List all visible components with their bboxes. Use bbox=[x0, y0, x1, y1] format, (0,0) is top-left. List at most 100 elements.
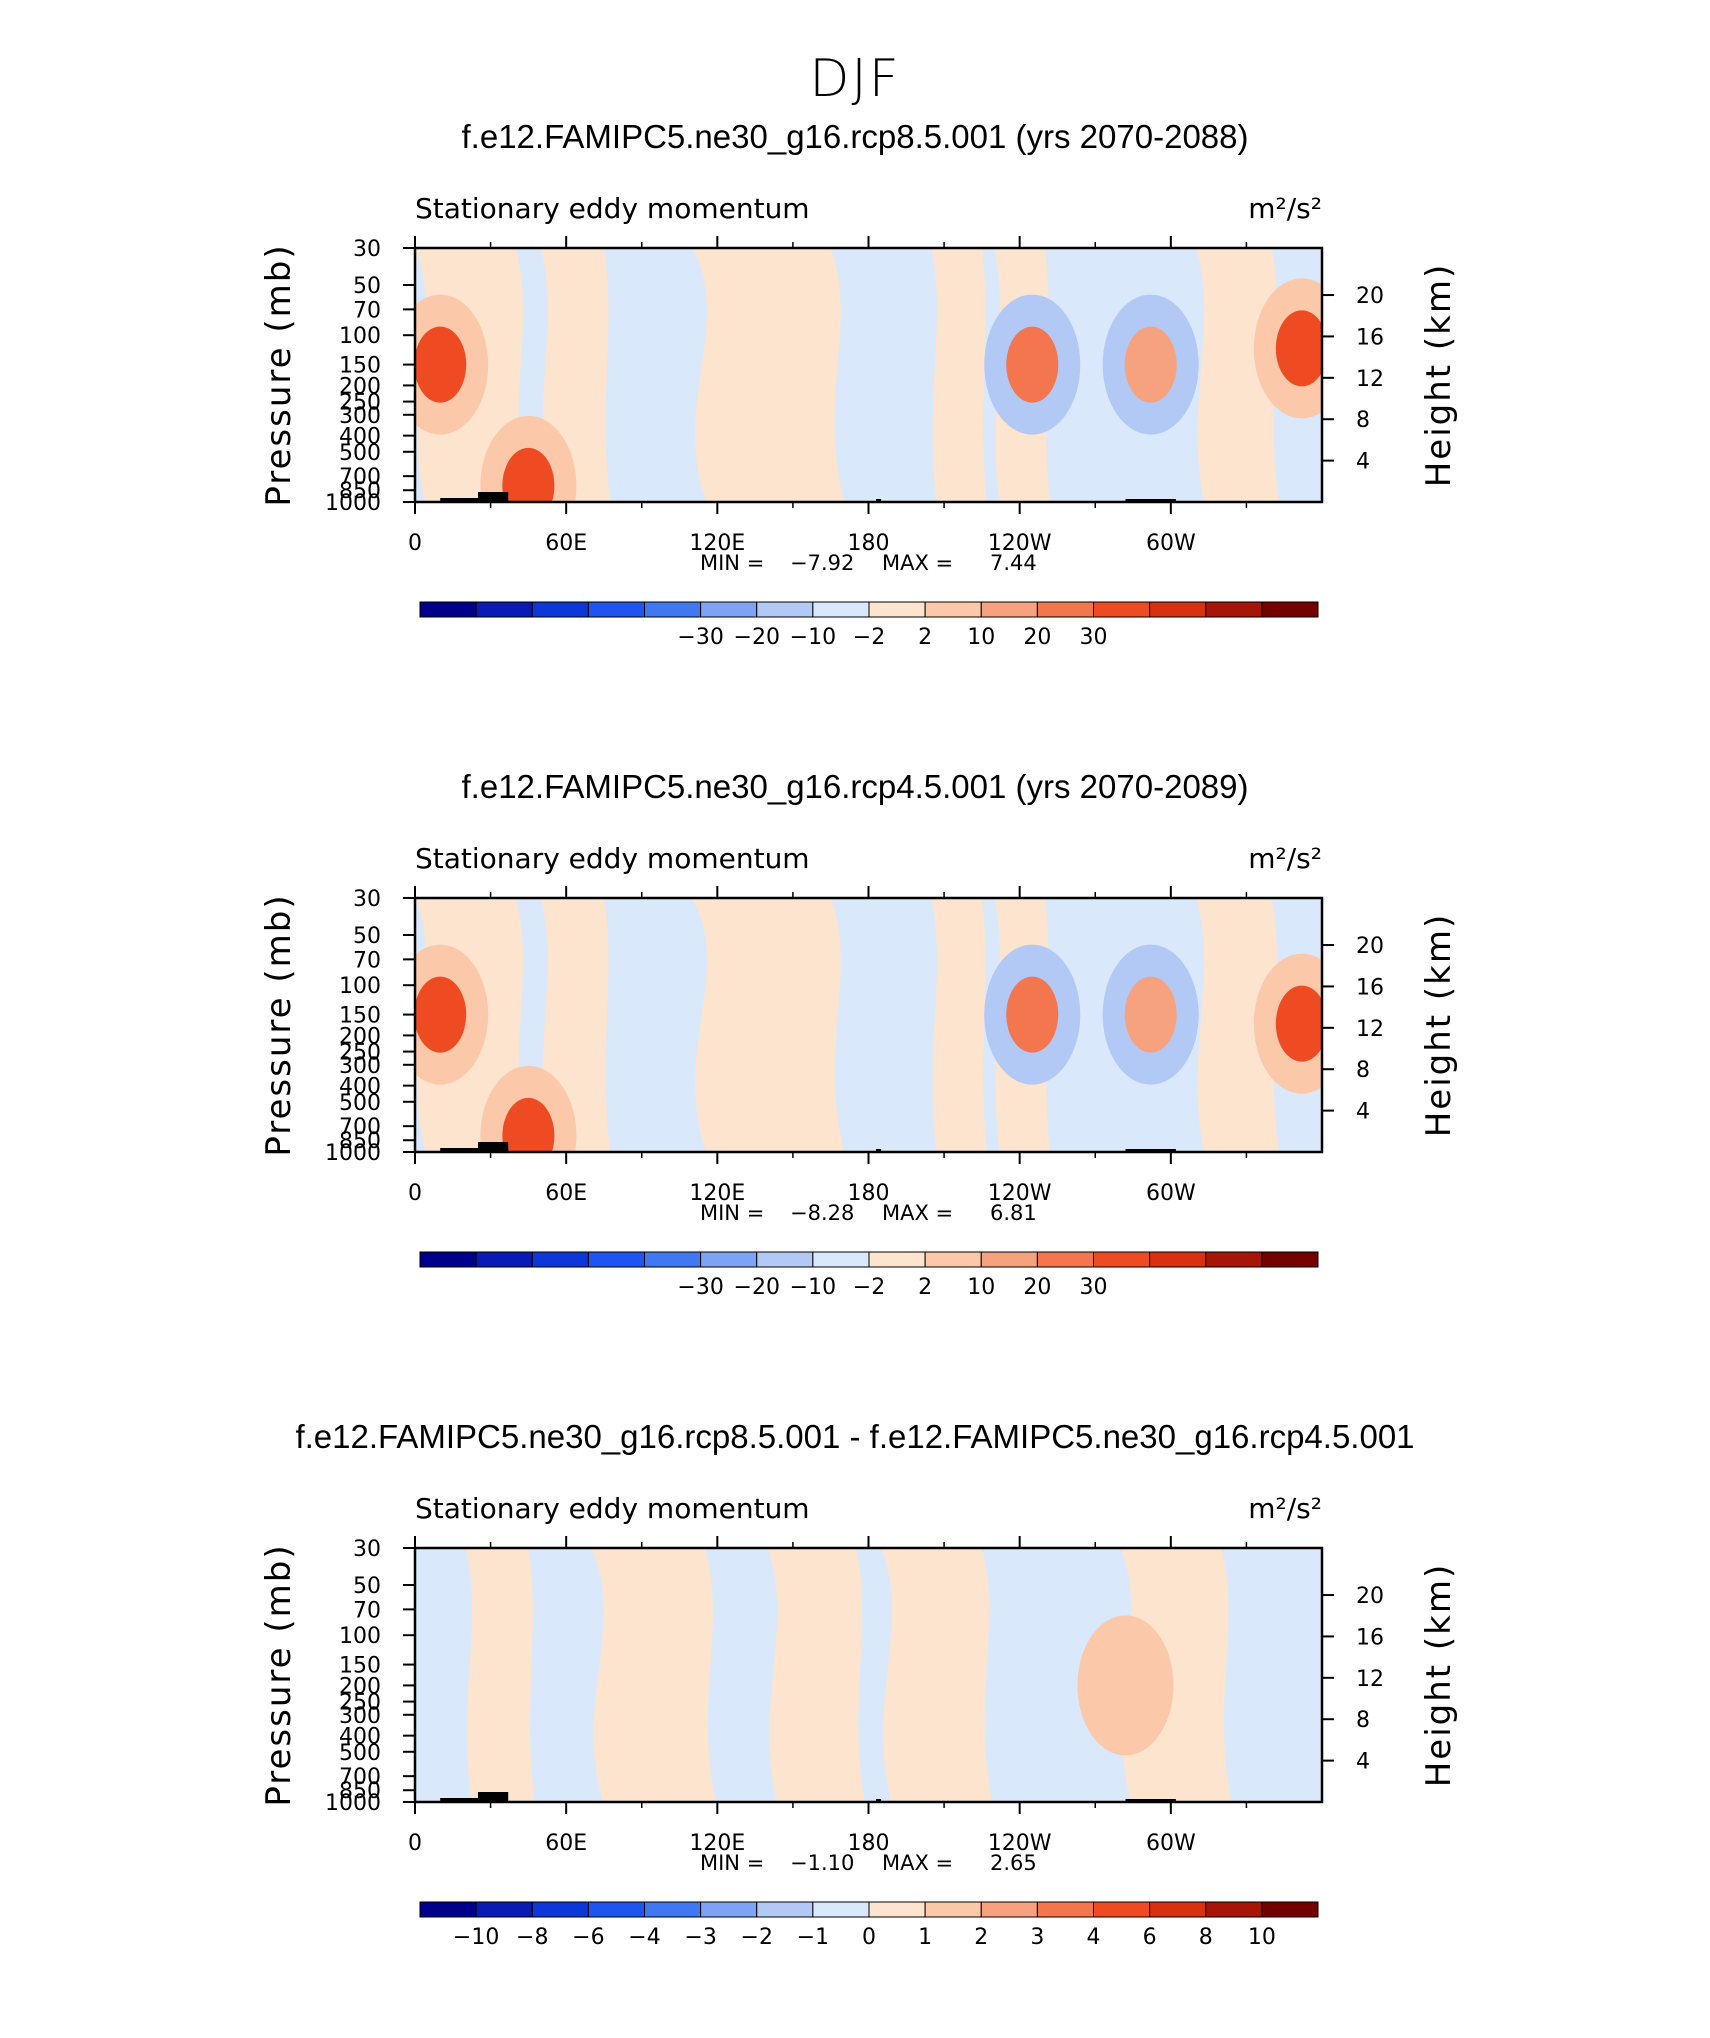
colorbar-box bbox=[644, 1251, 702, 1268]
colorbar-box bbox=[1205, 1901, 1263, 1918]
colorbar-label: 6 bbox=[1143, 1925, 1157, 1950]
contour-band bbox=[1196, 248, 1280, 502]
y-tick-label: 150 bbox=[339, 1654, 381, 1679]
colorbar-label: −2 bbox=[853, 625, 885, 650]
topography bbox=[1125, 499, 1176, 502]
colorbar-box bbox=[1036, 601, 1094, 618]
contour-feature-core bbox=[502, 447, 555, 502]
contour-band bbox=[881, 1548, 992, 1802]
colorbar-box bbox=[1261, 1251, 1319, 1268]
colorbar-box bbox=[1149, 1251, 1207, 1268]
min-label: MIN = bbox=[700, 1851, 764, 1875]
colorbar-label: 10 bbox=[1248, 1925, 1276, 1950]
colorbar-box bbox=[419, 601, 477, 618]
y-tick-label: 500 bbox=[339, 1741, 381, 1766]
y2-tick-label: 12 bbox=[1356, 1017, 1384, 1042]
contour-band bbox=[692, 248, 845, 502]
y-tick-label: 250 bbox=[339, 1041, 381, 1066]
contour-feature-core bbox=[1275, 985, 1322, 1062]
contour-feature-core bbox=[1275, 310, 1322, 387]
y-tick-label: 50 bbox=[353, 1574, 381, 1599]
topography bbox=[477, 1142, 509, 1152]
colorbar-box bbox=[868, 1901, 926, 1918]
y-tick-label: 30 bbox=[353, 1537, 381, 1562]
y-tick-label: 700 bbox=[339, 1765, 381, 1790]
y-tick-label: 100 bbox=[339, 324, 381, 349]
y-tick-label: 700 bbox=[339, 465, 381, 490]
contour-band bbox=[465, 1548, 535, 1802]
y-tick-label: 250 bbox=[339, 391, 381, 416]
colorbar-box bbox=[1149, 1901, 1207, 1918]
contour-band bbox=[692, 898, 845, 1152]
y-axis-title: Pressure (mb) bbox=[259, 1543, 299, 1806]
y2-tick-label: 12 bbox=[1356, 1667, 1384, 1692]
contour-feature-core bbox=[415, 326, 467, 403]
min-value: −7.92 bbox=[790, 551, 854, 575]
min-value: −8.28 bbox=[790, 1201, 854, 1225]
colorbar-box bbox=[924, 601, 982, 618]
colorbar-box bbox=[1036, 1251, 1094, 1268]
x-tick-label: 180 bbox=[848, 1831, 890, 1856]
y2-tick-label: 16 bbox=[1356, 325, 1384, 350]
chart-panel-1: f.e12.FAMIPC5.ne30_g16.rcp8.5.001 (yrs 2… bbox=[259, 118, 1459, 650]
colorbar-box bbox=[531, 1901, 589, 1918]
y2-tick-label: 4 bbox=[1356, 1100, 1370, 1125]
y-tick-label: 500 bbox=[339, 1091, 381, 1116]
colorbar-box bbox=[868, 601, 926, 618]
y-tick-label: 100 bbox=[339, 974, 381, 999]
colorbar-box bbox=[1093, 601, 1151, 618]
y-tick-label: 200 bbox=[339, 1024, 381, 1049]
colorbar-label: −6 bbox=[572, 1925, 604, 1950]
y-tick-label: 250 bbox=[339, 1691, 381, 1716]
colorbar-box bbox=[644, 1901, 702, 1918]
y-axis-title: Pressure (mb) bbox=[259, 893, 299, 1156]
panel-title: f.e12.FAMIPC5.ne30_g16.rcp8.5.001 (yrs 2… bbox=[462, 118, 1249, 155]
left-label: Stationary eddy momentum bbox=[415, 842, 810, 875]
y-tick-label: 70 bbox=[353, 298, 381, 323]
x-tick-label: 60E bbox=[545, 1181, 587, 1206]
x-tick-label: 60W bbox=[1146, 531, 1196, 556]
max-label: MAX = bbox=[882, 1851, 953, 1875]
x-tick-label: 120E bbox=[689, 531, 745, 556]
x-tick-label: 120W bbox=[988, 1831, 1052, 1856]
topography bbox=[876, 499, 882, 502]
y2-axis-title: Height (km) bbox=[1419, 263, 1459, 488]
contour-band bbox=[591, 1548, 717, 1802]
y-tick-label: 400 bbox=[339, 1725, 381, 1750]
contour-feature-core bbox=[1006, 326, 1059, 403]
colorbar-box bbox=[531, 601, 589, 618]
colorbar-label: 8 bbox=[1199, 1925, 1213, 1950]
colorbar-label: 1 bbox=[918, 1925, 932, 1950]
y-tick-label: 300 bbox=[339, 1054, 381, 1079]
x-tick-label: 180 bbox=[848, 531, 890, 556]
y2-axis-title: Height (km) bbox=[1419, 1563, 1459, 1788]
y2-tick-label: 20 bbox=[1356, 284, 1384, 309]
y2-tick-label: 4 bbox=[1356, 1750, 1370, 1775]
chart-panel-2: f.e12.FAMIPC5.ne30_g16.rcp4.5.001 (yrs 2… bbox=[259, 768, 1459, 1300]
colorbar-box bbox=[700, 1251, 758, 1268]
colorbar-label: −2 bbox=[741, 1925, 773, 1950]
contour-band bbox=[1196, 898, 1280, 1152]
colorbar-box bbox=[475, 1251, 533, 1268]
y2-tick-label: 16 bbox=[1356, 1625, 1384, 1650]
y-tick-label: 30 bbox=[353, 887, 381, 912]
y-tick-label: 850 bbox=[339, 1779, 381, 1804]
y2-tick-label: 4 bbox=[1356, 450, 1370, 475]
colorbar-box bbox=[531, 1251, 589, 1268]
y-tick-label: 70 bbox=[353, 948, 381, 973]
figure-title: DJF bbox=[809, 49, 900, 109]
colorbar-label: 2 bbox=[974, 1925, 988, 1950]
max-label: MAX = bbox=[882, 1201, 953, 1225]
contour-feature-core bbox=[1124, 976, 1177, 1053]
y-tick-label: 400 bbox=[339, 1075, 381, 1100]
y2-axis-title: Height (km) bbox=[1419, 913, 1459, 1138]
left-label: Stationary eddy momentum bbox=[415, 1492, 810, 1525]
colorbar-box bbox=[587, 1901, 645, 1918]
colorbar-box bbox=[812, 1251, 870, 1268]
y-tick-label: 300 bbox=[339, 1704, 381, 1729]
y-tick-label: 400 bbox=[339, 425, 381, 450]
colorbar-box bbox=[868, 1251, 926, 1268]
colorbar-box bbox=[419, 1901, 477, 1918]
contour-feature-core bbox=[1099, 1647, 1152, 1724]
